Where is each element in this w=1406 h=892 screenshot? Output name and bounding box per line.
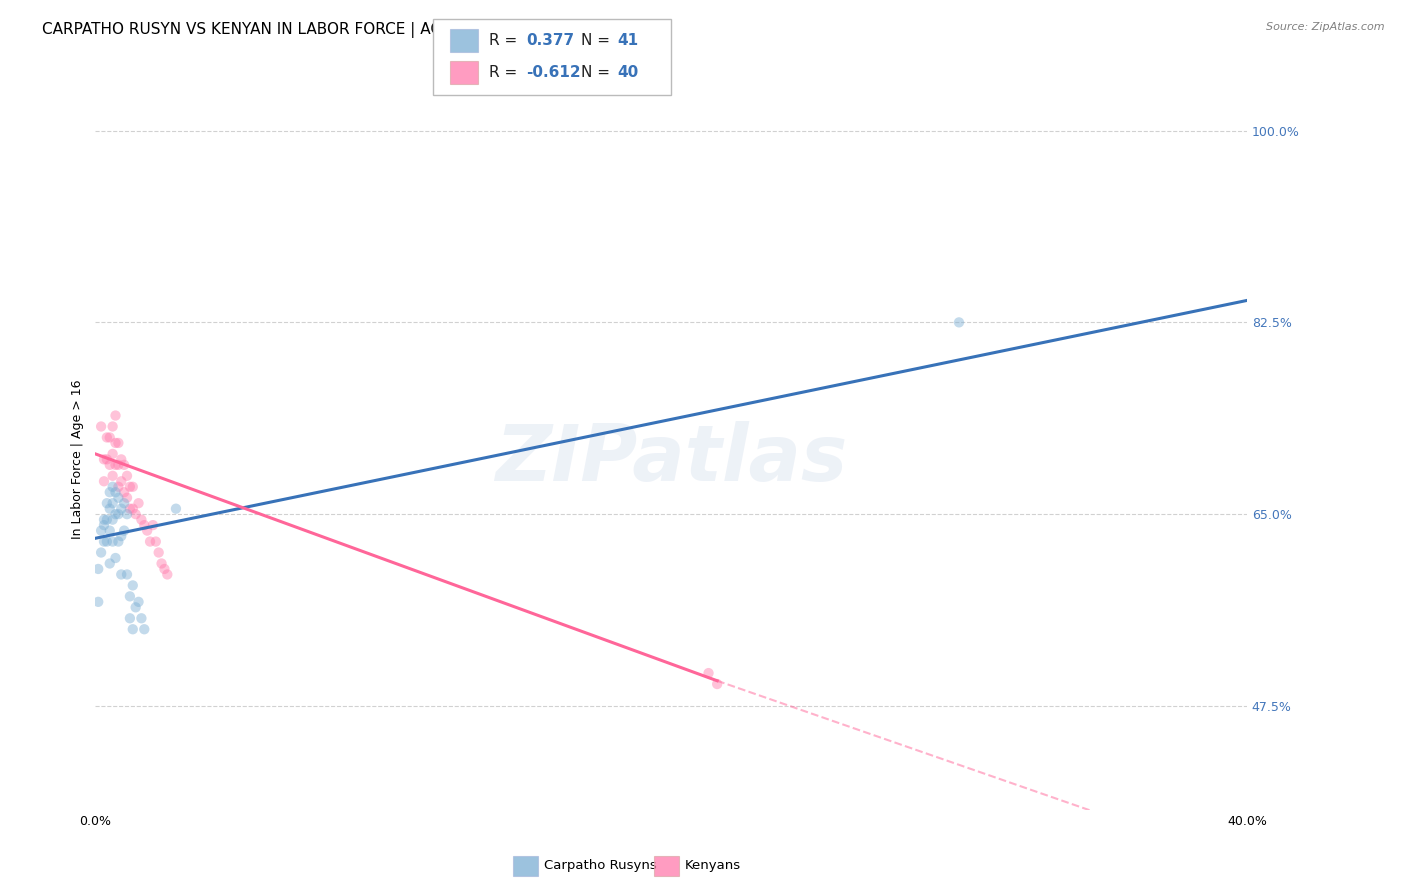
Text: -0.612: -0.612 — [526, 65, 581, 79]
Point — [96, 430, 118, 444]
Text: N =: N = — [581, 33, 614, 47]
Point — [101, 513, 124, 527]
Point — [96, 534, 118, 549]
Point — [121, 480, 143, 494]
Point — [90, 524, 112, 538]
Point — [96, 452, 118, 467]
Point — [90, 545, 112, 559]
Point — [101, 447, 124, 461]
Point — [104, 409, 127, 423]
Point — [90, 419, 112, 434]
Point — [107, 480, 129, 494]
Text: R =: R = — [489, 65, 523, 79]
Point — [134, 518, 156, 533]
Point — [110, 529, 132, 543]
Point — [87, 562, 110, 576]
Point — [110, 452, 132, 467]
Point — [96, 496, 118, 510]
Y-axis label: In Labor Force | Age > 16: In Labor Force | Age > 16 — [72, 380, 84, 539]
Text: 40: 40 — [617, 65, 638, 79]
Text: Kenyans: Kenyans — [685, 859, 741, 871]
Point — [110, 567, 132, 582]
Text: 41: 41 — [617, 33, 638, 47]
Point — [98, 501, 121, 516]
Point — [107, 491, 129, 505]
Point — [150, 557, 173, 571]
Point — [118, 480, 141, 494]
Point — [948, 315, 970, 329]
Point — [153, 562, 176, 576]
Point — [148, 545, 170, 559]
Point — [121, 578, 143, 592]
Point — [118, 611, 141, 625]
Point — [124, 600, 146, 615]
Point — [98, 458, 121, 472]
Point — [128, 496, 150, 510]
Point — [115, 491, 138, 505]
Point — [136, 524, 159, 538]
Point — [107, 458, 129, 472]
Point — [104, 507, 127, 521]
Point — [118, 501, 141, 516]
Point — [101, 419, 124, 434]
Point — [93, 513, 115, 527]
Point — [104, 458, 127, 472]
Point — [93, 518, 115, 533]
Text: ZIPatlas: ZIPatlas — [495, 421, 848, 498]
Point — [101, 468, 124, 483]
Point — [139, 534, 162, 549]
Point — [121, 622, 143, 636]
Point — [98, 524, 121, 538]
Point — [697, 666, 720, 681]
Text: CARPATHO RUSYN VS KENYAN IN LABOR FORCE | AGE > 16 CORRELATION CHART: CARPATHO RUSYN VS KENYAN IN LABOR FORCE … — [42, 22, 664, 38]
Point — [165, 501, 187, 516]
Point — [101, 496, 124, 510]
Point — [107, 534, 129, 549]
Point — [131, 513, 153, 527]
Point — [112, 458, 135, 472]
Point — [110, 501, 132, 516]
Point — [104, 436, 127, 450]
Point — [156, 567, 179, 582]
Point — [101, 534, 124, 549]
Point — [107, 436, 129, 450]
Text: Carpatho Rusyns: Carpatho Rusyns — [544, 859, 657, 871]
Point — [124, 507, 146, 521]
Point — [121, 501, 143, 516]
Point — [98, 430, 121, 444]
Point — [93, 475, 115, 489]
Point — [104, 551, 127, 566]
Text: N =: N = — [581, 65, 614, 79]
Point — [104, 485, 127, 500]
Point — [112, 524, 135, 538]
Point — [93, 452, 115, 467]
Point — [145, 534, 167, 549]
Point — [101, 480, 124, 494]
Point — [115, 507, 138, 521]
Point — [128, 595, 150, 609]
Point — [93, 534, 115, 549]
Point — [98, 485, 121, 500]
Point — [706, 677, 728, 691]
Point — [142, 518, 165, 533]
Point — [107, 507, 129, 521]
Point — [98, 557, 121, 571]
Point — [118, 590, 141, 604]
Text: R =: R = — [489, 33, 523, 47]
Point — [112, 496, 135, 510]
Point — [87, 595, 110, 609]
Point — [110, 475, 132, 489]
Text: Source: ZipAtlas.com: Source: ZipAtlas.com — [1267, 22, 1385, 32]
Point — [112, 485, 135, 500]
Point — [131, 611, 153, 625]
Point — [115, 468, 138, 483]
Point — [96, 513, 118, 527]
Point — [115, 567, 138, 582]
Text: 0.377: 0.377 — [526, 33, 574, 47]
Point — [134, 622, 156, 636]
